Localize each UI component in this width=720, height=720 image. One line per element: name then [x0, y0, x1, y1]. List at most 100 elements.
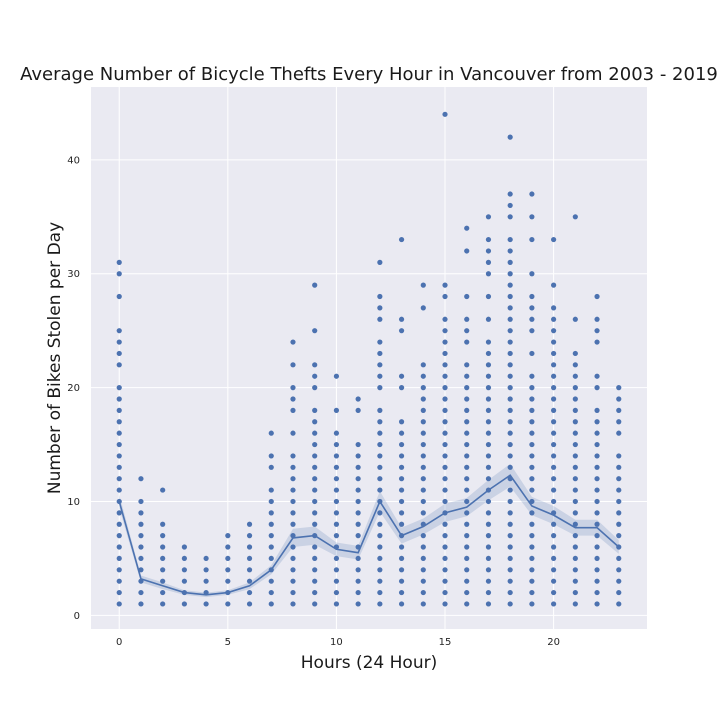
- scatter-point: [594, 328, 600, 334]
- scatter-point: [464, 293, 470, 300]
- scatter-point: [485, 453, 492, 459]
- scatter-point: [116, 407, 122, 413]
- scatter-point: [442, 316, 448, 322]
- scatter-point: [377, 407, 383, 413]
- scatter-point: [160, 601, 166, 607]
- scatter-point: [377, 487, 383, 493]
- scatter-point: [572, 533, 578, 539]
- scatter-point: [420, 487, 426, 493]
- scatter-point: [203, 555, 209, 562]
- scatter-point: [572, 453, 578, 459]
- x-tick-labels: 0 5 10 15 20: [116, 637, 560, 648]
- scatter-point: [138, 567, 144, 573]
- scatter-point: [355, 578, 361, 584]
- scatter-point: [507, 521, 513, 527]
- scatter-point: [594, 464, 600, 470]
- scatter-point: [551, 316, 557, 322]
- scatter-point: [420, 453, 426, 459]
- scatter-point: [116, 601, 122, 607]
- scatter-point: [398, 555, 405, 562]
- scatter-point: [442, 521, 448, 527]
- scatter-point: [507, 464, 513, 470]
- y-tick-label: 40: [67, 155, 80, 166]
- scatter-point: [442, 350, 448, 357]
- scatter-point: [398, 419, 405, 425]
- scatter-point: [333, 589, 340, 596]
- scatter-point: [312, 373, 318, 379]
- scatter-point: [572, 407, 578, 413]
- scatter-point: [507, 498, 513, 505]
- scatter-point: [551, 533, 557, 539]
- scatter-point: [529, 578, 535, 584]
- scatter-point: [398, 544, 405, 550]
- scatter-point: [420, 441, 426, 448]
- scatter-point: [529, 498, 535, 505]
- scatter-point: [160, 521, 166, 527]
- scatter-point: [551, 544, 557, 550]
- scatter-point: [572, 362, 578, 368]
- scatter-point: [464, 248, 470, 254]
- y-axis-label: Number of Bikes Stolen per Day: [45, 222, 65, 494]
- scatter-point: [398, 601, 405, 607]
- scatter-point: [442, 430, 448, 436]
- scatter-point: [616, 396, 622, 402]
- scatter-point: [268, 464, 274, 470]
- scatter-point: [377, 521, 383, 527]
- scatter-point: [312, 555, 318, 562]
- scatter-point: [572, 430, 578, 436]
- scatter-point: [529, 589, 535, 596]
- scatter-point: [420, 544, 426, 550]
- scatter-point: [420, 555, 426, 562]
- scatter-point: [377, 259, 383, 265]
- scatter-point: [377, 350, 383, 357]
- scatter-point: [507, 373, 513, 379]
- scatter-point: [507, 441, 513, 448]
- mean-line: [118, 474, 620, 596]
- scatter-point: [290, 601, 296, 607]
- scatter-point: [312, 498, 318, 505]
- scatter-point: [355, 441, 361, 448]
- scatter-point: [420, 510, 426, 516]
- scatter-point: [485, 316, 492, 322]
- scatter-point: [377, 293, 383, 300]
- scatter-point: [312, 430, 318, 436]
- scatter-point: [377, 453, 383, 459]
- scatter-point: [594, 521, 600, 527]
- grid-lines: [91, 87, 647, 629]
- scatter-point: [268, 578, 274, 584]
- scatter-point: [507, 202, 513, 209]
- scatter-point: [355, 487, 361, 493]
- scatter-point: [529, 373, 535, 379]
- scatter-point: [594, 555, 600, 562]
- scatter-point: [116, 533, 122, 539]
- scatter-point: [312, 453, 318, 459]
- scatter-point: [246, 567, 253, 573]
- scatter-point: [464, 328, 470, 334]
- scatter-point: [290, 487, 296, 493]
- scatter-point: [529, 430, 535, 436]
- scatter-point: [442, 339, 448, 345]
- scatter-point: [355, 453, 361, 459]
- scatter-point: [507, 305, 513, 311]
- scatter-point: [529, 316, 535, 322]
- scatter-point: [507, 191, 513, 197]
- scatter-point: [551, 476, 557, 482]
- scatter-point: [290, 407, 296, 413]
- scatter-point: [420, 567, 426, 573]
- scatter-point: [398, 589, 405, 596]
- scatter-point: [377, 362, 383, 368]
- scatter-point: [268, 430, 274, 436]
- scatter-point: [355, 407, 361, 413]
- scatter-point: [333, 430, 340, 436]
- scatter-point: [485, 407, 492, 413]
- scatter-point: [398, 385, 405, 391]
- scatter-point: [616, 510, 622, 516]
- scatter-point: [529, 407, 535, 413]
- scatter-point: [355, 589, 361, 596]
- scatter-point: [572, 419, 578, 425]
- scatter-point: [485, 533, 492, 539]
- scatter-point: [529, 555, 535, 562]
- scatter-point: [551, 498, 557, 505]
- scatter-point: [594, 544, 600, 550]
- scatter-point: [616, 578, 622, 584]
